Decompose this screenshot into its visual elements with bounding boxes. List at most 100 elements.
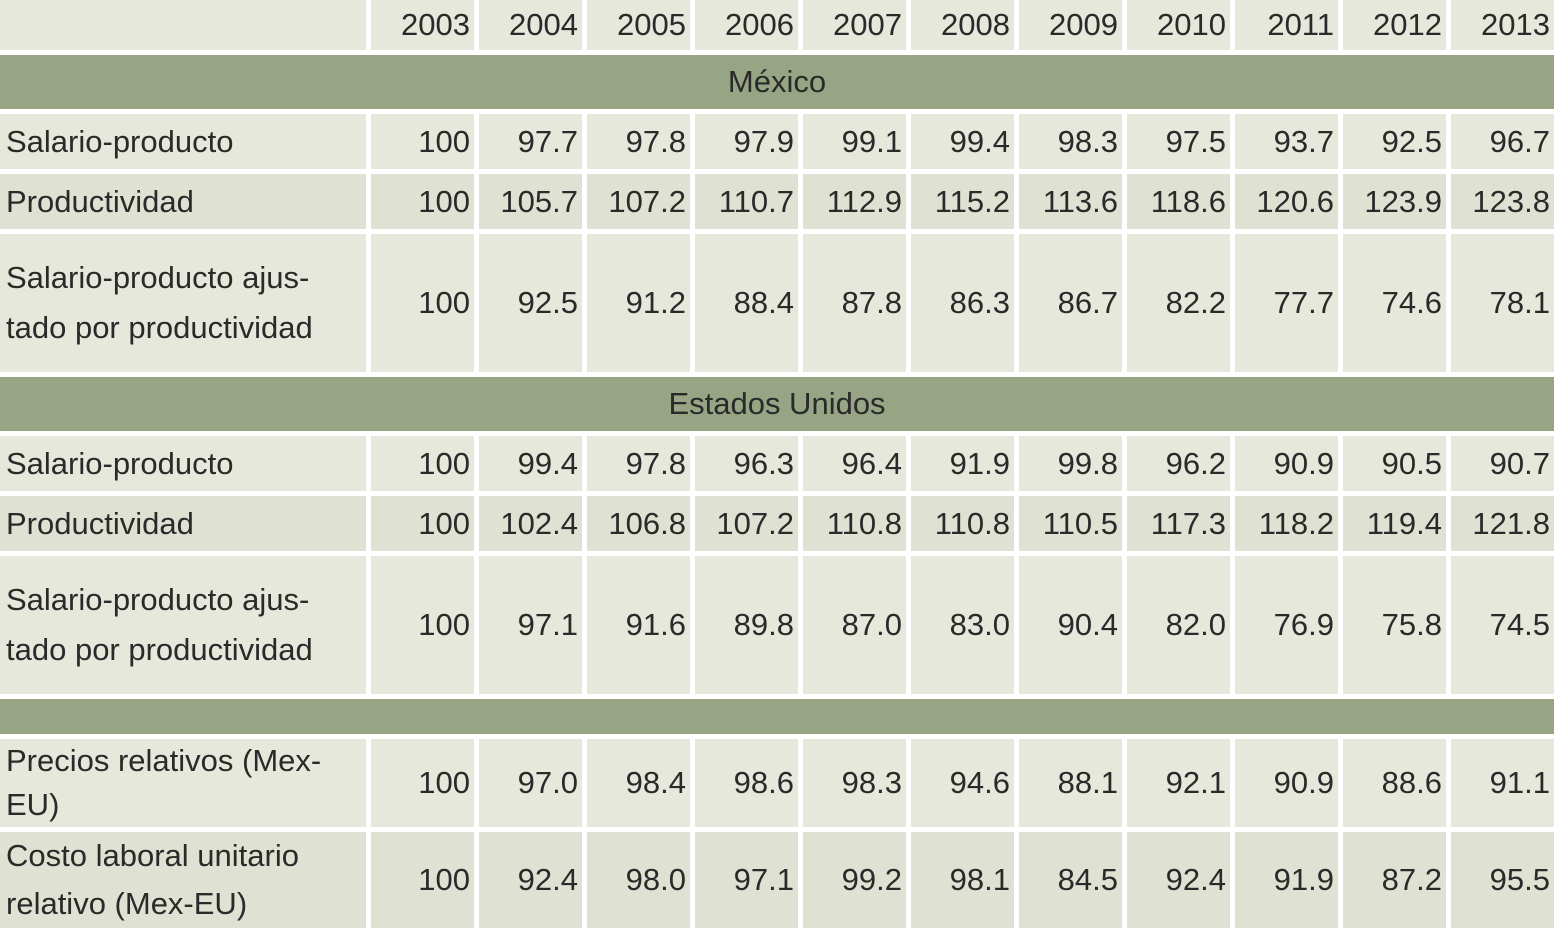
- section-separator: [0, 699, 1554, 734]
- table-row: Salario-producto ajus-tado por productiv…: [0, 556, 1554, 694]
- table-cell: 110.8: [803, 496, 906, 551]
- table-row: Costo laboral unitario relativo (Mex-EU)…: [0, 832, 1554, 928]
- table-cell: 93.7: [1235, 114, 1338, 169]
- section-header-estados-unidos: Estados Unidos: [0, 377, 1554, 431]
- table-cell: 91.9: [911, 436, 1014, 491]
- table-cell: 92.5: [479, 234, 582, 372]
- table-cell: 90.9: [1235, 436, 1338, 491]
- year-header: 2012: [1343, 0, 1446, 50]
- year-header: 2005: [587, 0, 690, 50]
- table-cell: 91.9: [1235, 832, 1338, 928]
- table-cell: 96.4: [803, 436, 906, 491]
- table-cell: 86.3: [911, 234, 1014, 372]
- table-cell: 77.7: [1235, 234, 1338, 372]
- table-cell: 100: [371, 436, 474, 491]
- table-cell: 97.9: [695, 114, 798, 169]
- table-cell: 74.5: [1451, 556, 1554, 694]
- table-row: Productividad 100 102.4 106.8 107.2 110.…: [0, 496, 1554, 551]
- table-cell: 84.5: [1019, 832, 1122, 928]
- table-cell: 98.1: [911, 832, 1014, 928]
- table-cell: 82.0: [1127, 556, 1230, 694]
- table-cell: 107.2: [587, 174, 690, 229]
- table-cell: 96.7: [1451, 114, 1554, 169]
- table-cell: 113.6: [1019, 174, 1122, 229]
- table-cell: 118.6: [1127, 174, 1230, 229]
- table-cell: 100: [371, 174, 474, 229]
- section-title: Estados Unidos: [0, 377, 1554, 431]
- table-cell: 115.2: [911, 174, 1014, 229]
- table-cell: 78.1: [1451, 234, 1554, 372]
- table-cell: 97.1: [695, 832, 798, 928]
- year-header: 2009: [1019, 0, 1122, 50]
- year-header-row: 2003 2004 2005 2006 2007 2008 2009 2010 …: [0, 0, 1554, 50]
- table-cell: 95.5: [1451, 832, 1554, 928]
- table-cell: 92.1: [1127, 739, 1230, 827]
- table-cell: 100: [371, 234, 474, 372]
- table-cell: 96.3: [695, 436, 798, 491]
- table-cell: 100: [371, 832, 474, 928]
- table-cell: 97.1: [479, 556, 582, 694]
- table-cell: 98.3: [803, 739, 906, 827]
- table-cell: 100: [371, 114, 474, 169]
- table-cell: 98.4: [587, 739, 690, 827]
- year-header: 2004: [479, 0, 582, 50]
- row-label: Precios relativos (Mex-EU): [0, 739, 366, 827]
- table-cell: 99.2: [803, 832, 906, 928]
- header-corner-cell: [0, 0, 366, 50]
- year-header: 2010: [1127, 0, 1230, 50]
- year-header: 2006: [695, 0, 798, 50]
- table-cell: 97.7: [479, 114, 582, 169]
- table-cell: 112.9: [803, 174, 906, 229]
- table-cell: 100: [371, 496, 474, 551]
- table-cell: 74.6: [1343, 234, 1446, 372]
- table-cell: 91.1: [1451, 739, 1554, 827]
- row-label: Costo laboral unitario relativo (Mex-EU): [0, 832, 366, 928]
- section-title: México: [0, 55, 1554, 109]
- table-cell: 100: [371, 556, 474, 694]
- table-cell: 75.8: [1343, 556, 1446, 694]
- row-label: Salario-producto: [0, 114, 366, 169]
- table-cell: 83.0: [911, 556, 1014, 694]
- table-cell: 92.4: [1127, 832, 1230, 928]
- table-cell: 117.3: [1127, 496, 1230, 551]
- row-label: Productividad: [0, 174, 366, 229]
- table-cell: 92.4: [479, 832, 582, 928]
- row-label: Salario-producto ajus-tado por productiv…: [0, 234, 366, 372]
- table-row: Productividad 100 105.7 107.2 110.7 112.…: [0, 174, 1554, 229]
- table-cell: 100: [371, 739, 474, 827]
- table-cell: 123.8: [1451, 174, 1554, 229]
- table-cell: 89.8: [695, 556, 798, 694]
- row-label: Salario-producto ajus-tado por productiv…: [0, 556, 366, 694]
- year-header: 2011: [1235, 0, 1338, 50]
- row-label: Salario-producto: [0, 436, 366, 491]
- table-cell: 90.4: [1019, 556, 1122, 694]
- year-header: 2008: [911, 0, 1014, 50]
- table-row: Salario-producto 100 99.4 97.8 96.3 96.4…: [0, 436, 1554, 491]
- table-cell: 110.7: [695, 174, 798, 229]
- table-cell: 86.7: [1019, 234, 1122, 372]
- table-cell: 90.7: [1451, 436, 1554, 491]
- section-header-mexico: México: [0, 55, 1554, 109]
- table-cell: 107.2: [695, 496, 798, 551]
- table-row: Precios relativos (Mex-EU) 100 97.0 98.4…: [0, 739, 1554, 827]
- table-row: Salario-producto 100 97.7 97.8 97.9 99.1…: [0, 114, 1554, 169]
- table-cell: 97.8: [587, 114, 690, 169]
- table-cell: 98.6: [695, 739, 798, 827]
- table-cell: 97.8: [587, 436, 690, 491]
- table-cell: 91.6: [587, 556, 690, 694]
- table-cell: 110.5: [1019, 496, 1122, 551]
- table-cell: 91.2: [587, 234, 690, 372]
- year-header: 2007: [803, 0, 906, 50]
- table-cell: 118.2: [1235, 496, 1338, 551]
- table-cell: 94.6: [911, 739, 1014, 827]
- table-cell: 82.2: [1127, 234, 1230, 372]
- table-cell: 87.2: [1343, 832, 1446, 928]
- table-cell: 97.5: [1127, 114, 1230, 169]
- table-cell: 97.0: [479, 739, 582, 827]
- table-cell: 92.5: [1343, 114, 1446, 169]
- section-title: [0, 699, 1554, 734]
- year-header: 2013: [1451, 0, 1554, 50]
- table-cell: 98.0: [587, 832, 690, 928]
- table-cell: 88.6: [1343, 739, 1446, 827]
